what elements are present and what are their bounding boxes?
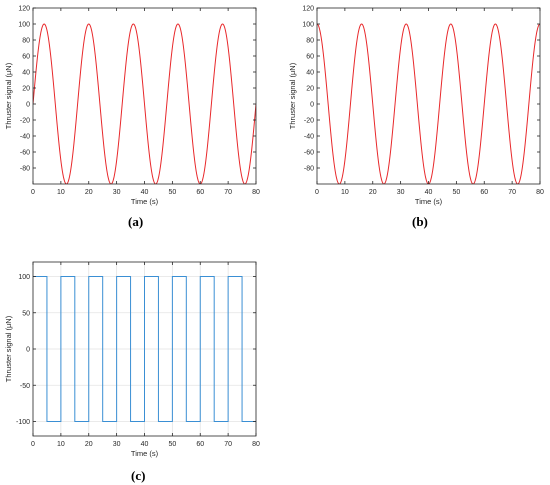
y-tick-label: -60 (304, 150, 314, 157)
y-tick-label: 0 (310, 102, 314, 109)
chart-b-group: 0 10 20 30 40 50 60 70 80 -80 -60 -40 -20 0 20 40 60 80 10… (288, 6, 544, 207)
y-tick-label: 100 (18, 22, 30, 29)
caption-a: (a) (128, 214, 144, 229)
y-tick-label: 100 (18, 274, 30, 281)
x-tick-label: 30 (113, 441, 121, 448)
x-tick-label: 40 (141, 189, 149, 196)
y-axis-label: Thruster signal (μN) (4, 62, 13, 129)
x-tick-label: 30 (113, 189, 121, 196)
y-tick-label: 80 (22, 38, 30, 45)
x-tick-label: 50 (168, 189, 176, 196)
y-tick-label: 0 (26, 347, 30, 354)
series-line-c-0 (33, 276, 256, 422)
caption-b: (b) (412, 214, 428, 229)
x-tick-label: 10 (57, 441, 65, 448)
y-tick-label: 120 (18, 6, 30, 13)
x-axis-label: Time (s) (415, 197, 443, 206)
x-tick-label: 60 (196, 441, 204, 448)
x-tick-label: 70 (224, 189, 232, 196)
chart-c-group: 0 10 20 30 40 50 60 70 80 -100 -50 0 50 100 Time (s) Th… (4, 261, 260, 458)
x-tick-label: 40 (141, 441, 149, 448)
caption-c: (c) (131, 468, 146, 483)
x-tick-label: 80 (252, 441, 260, 448)
x-tick-label: 70 (224, 441, 232, 448)
series-line-b-0 (317, 23, 540, 184)
y-tick-label: 100 (302, 22, 314, 29)
y-tick-label: -80 (20, 166, 30, 173)
x-axis-label: Time (s) (131, 449, 159, 458)
y-tick-label: 50 (22, 310, 30, 317)
y-tick-label: 80 (306, 38, 314, 45)
chart-a-group: 0 10 20 30 40 50 60 70 80 -80 -60 -40 -20 0 20 40 60 80 10… (4, 6, 260, 207)
x-axis-label: Time (s) (131, 197, 159, 206)
x-tick-label: 50 (452, 189, 460, 196)
x-tick-label: 30 (397, 189, 405, 196)
x-tick-label: 20 (85, 441, 93, 448)
axes-frame (32, 7, 257, 185)
y-tick-label: -100 (16, 419, 30, 426)
y-tick-label: 20 (22, 86, 30, 93)
x-tick-label: 70 (508, 189, 516, 196)
y-tick-label: 40 (306, 70, 314, 77)
series-line-a-0 (33, 23, 256, 184)
axes-frame (316, 7, 541, 185)
y-tick-label: 20 (306, 86, 314, 93)
y-tick-label: 0 (26, 102, 30, 109)
y-tick-label: 40 (22, 70, 30, 77)
x-tick-label: 40 (425, 189, 433, 196)
y-axis-label: Thruster signal (μN) (288, 62, 297, 129)
y-tick-label: -40 (20, 134, 30, 141)
x-tick-label: 0 (31, 441, 35, 448)
x-tick-label: 10 (341, 189, 349, 196)
x-tick-label: 80 (252, 189, 260, 196)
x-tick-label: 60 (480, 189, 488, 196)
x-tick-label: 0 (315, 189, 319, 196)
y-axis-label: Thruster signal (μN) (4, 315, 13, 382)
y-tick-label: 60 (306, 54, 314, 61)
y-tick-label: -20 (20, 118, 30, 125)
x-tick-label: 10 (57, 189, 65, 196)
y-tick-label: -50 (20, 383, 30, 390)
x-tick-label: 60 (196, 189, 204, 196)
y-tick-label: -40 (304, 134, 314, 141)
x-tick-label: 20 (85, 189, 93, 196)
x-tick-label: 50 (168, 441, 176, 448)
x-tick-label: 0 (31, 189, 35, 196)
y-tick-label: 60 (22, 54, 30, 61)
y-tick-label: 120 (302, 6, 314, 13)
y-tick-label: -80 (304, 166, 314, 173)
y-tick-label: -60 (20, 150, 30, 157)
x-tick-label: 20 (369, 189, 377, 196)
y-tick-label: -20 (304, 118, 314, 125)
x-tick-label: 80 (536, 189, 544, 196)
